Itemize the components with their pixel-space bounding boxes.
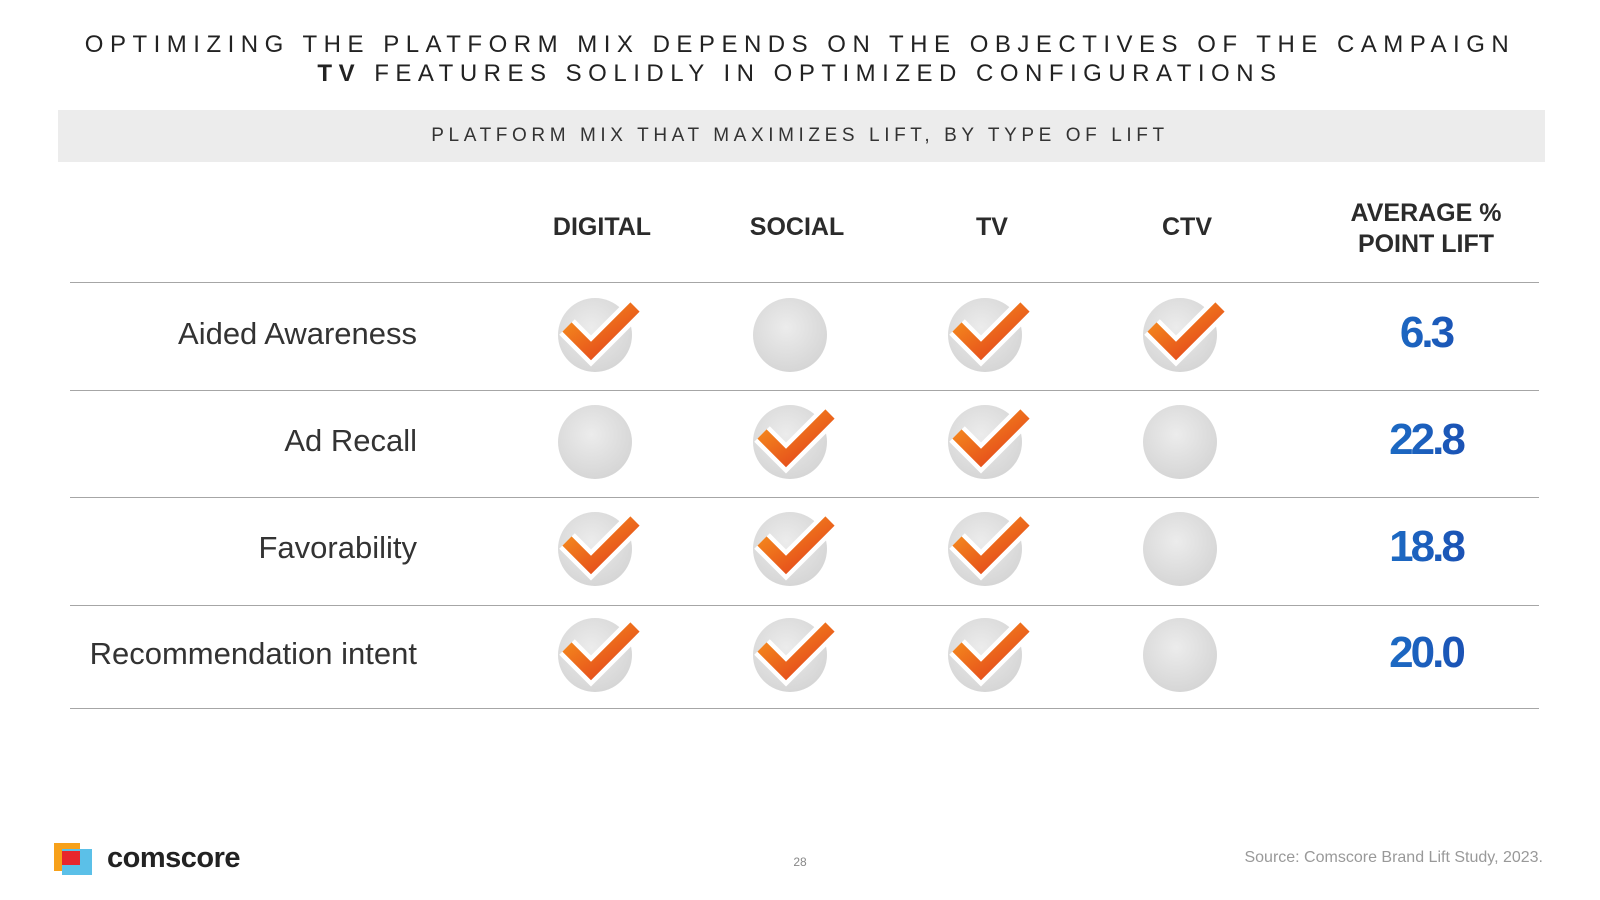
check-mark: [753, 405, 838, 479]
lift-value: 6.3: [1326, 308, 1526, 358]
empty-circle: [1143, 512, 1217, 586]
check-mark: [948, 405, 1033, 479]
check-mark: [753, 512, 838, 586]
row-label: Recommendation intent: [89, 636, 417, 671]
check-mark: [948, 618, 1033, 692]
page-number: 28: [793, 855, 807, 869]
row-divider: [70, 497, 1539, 498]
check-mark: [1143, 298, 1228, 372]
lift-header: AVERAGE % POINT LIFT: [1350, 199, 1502, 258]
logo-text: comscore: [107, 842, 241, 874]
row-label: Favorability: [258, 530, 418, 565]
row-label: Aided Awareness: [178, 316, 417, 351]
check-mark: [753, 618, 838, 692]
row-label: Ad Recall: [284, 423, 417, 458]
column-header: DIGITAL: [552, 213, 652, 241]
subtitle: PLATFORM MIX THAT MAXIMIZES LIFT, BY TYP…: [431, 125, 1169, 146]
check-mark: [558, 298, 643, 372]
source: Source: Comscore Brand Lift Study, 2023.: [1244, 849, 1543, 866]
check-mark: [558, 512, 643, 586]
check-mark: [948, 512, 1033, 586]
column-header: SOCIAL: [749, 213, 845, 241]
lift-value: 22.8: [1326, 415, 1526, 465]
column-header: CTV: [1162, 213, 1212, 241]
empty-circle: [753, 298, 827, 372]
title-line2: TV FEATURES SOLIDLY IN OPTIMIZED CONFIGU…: [0, 60, 1600, 88]
title-rest: FEATURES SOLIDLY IN OPTIMIZED CONFIGURAT…: [374, 60, 1283, 87]
row-divider: [70, 708, 1539, 709]
column-header: TV: [976, 213, 1008, 241]
empty-circle: [558, 405, 632, 479]
subtitle-bar: [58, 110, 1545, 162]
check-mark: [948, 298, 1033, 372]
check-mark: [558, 618, 643, 692]
title-bold: TV: [317, 60, 362, 87]
empty-circle: [1143, 405, 1217, 479]
lift-value: 18.8: [1326, 522, 1526, 572]
row-divider: [70, 282, 1539, 283]
logo-icon: [54, 843, 92, 875]
title-line1: OPTIMIZING THE PLATFORM MIX DEPENDS ON T…: [84, 31, 1516, 58]
empty-circle: [1143, 618, 1217, 692]
row-divider: [70, 390, 1539, 391]
row-divider: [70, 605, 1539, 606]
lift-value: 20.0: [1326, 628, 1526, 678]
